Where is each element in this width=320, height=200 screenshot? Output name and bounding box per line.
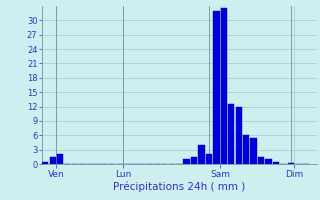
- Bar: [57, 154, 63, 164]
- Bar: [243, 135, 249, 164]
- Bar: [288, 163, 294, 164]
- Bar: [258, 157, 264, 164]
- Bar: [183, 159, 190, 164]
- Bar: [42, 162, 49, 164]
- Bar: [265, 159, 272, 164]
- Bar: [236, 107, 242, 164]
- Bar: [198, 145, 205, 164]
- Bar: [50, 157, 56, 164]
- Bar: [273, 162, 279, 164]
- Bar: [206, 154, 212, 164]
- Bar: [191, 157, 197, 164]
- Bar: [228, 104, 235, 164]
- Bar: [213, 11, 220, 164]
- X-axis label: Précipitations 24h ( mm ): Précipitations 24h ( mm ): [113, 181, 245, 192]
- Bar: [221, 8, 227, 164]
- Bar: [251, 138, 257, 164]
